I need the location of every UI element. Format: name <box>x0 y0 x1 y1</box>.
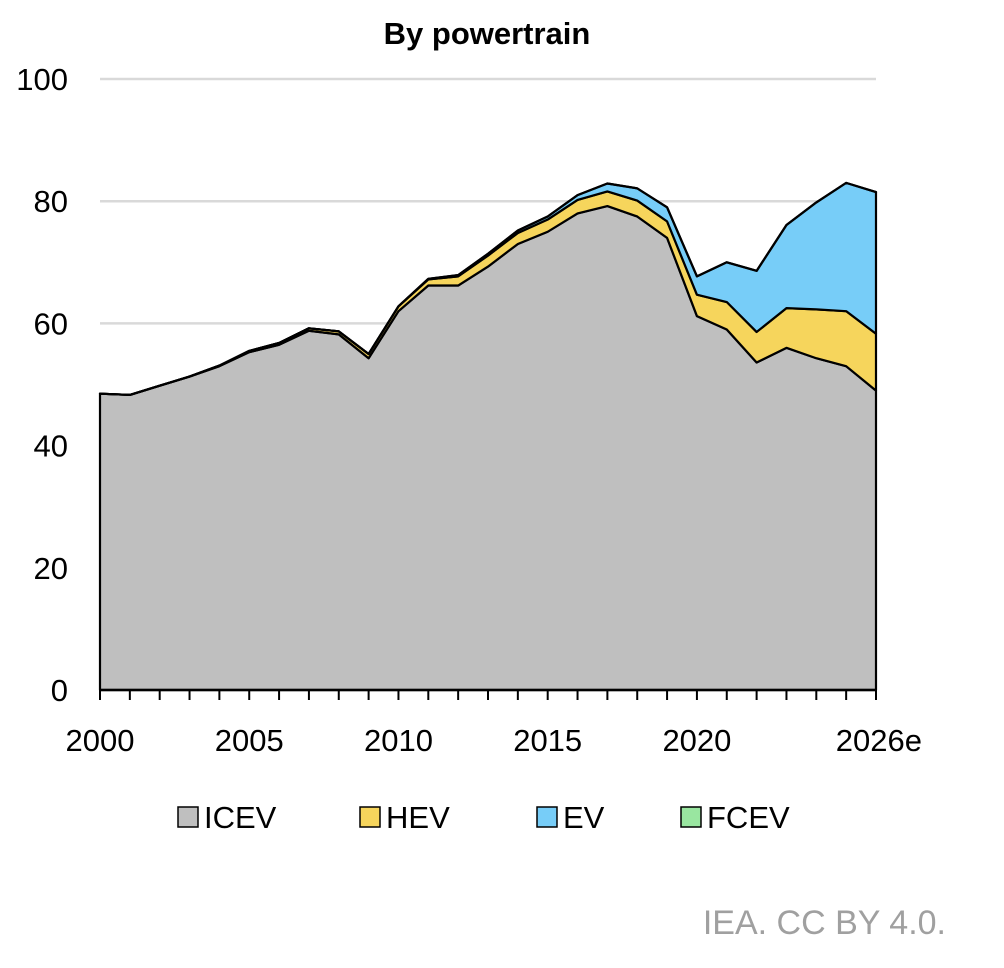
x-tick-label-2015: 2015 <box>513 723 582 758</box>
chart-title: By powertrain <box>384 16 591 51</box>
legend-swatch-icev <box>177 806 199 828</box>
legend-label-hev: HEV <box>386 800 450 835</box>
y-tick-label-20: 20 <box>34 551 68 586</box>
x-tick-label-2000: 2000 <box>66 723 135 758</box>
legend-swatch-ev <box>536 806 558 828</box>
series-areas <box>98 181 878 692</box>
y-tick-label-60: 60 <box>34 306 68 341</box>
x-tick-label-2010: 2010 <box>364 723 433 758</box>
x-tick-labels: 2000 2005 2010 2015 2020 2026e <box>66 723 922 758</box>
legend: ICEV HEV EV FCEV <box>177 800 790 835</box>
x-tick-label-2026e: 2026e <box>836 723 922 758</box>
y-tick-label-100: 100 <box>16 62 68 97</box>
axes <box>99 688 877 700</box>
legend-label-icev: ICEV <box>204 800 277 835</box>
area-fcev <box>98 181 878 396</box>
y-tick-labels: 0 20 40 60 80 100 <box>16 62 68 708</box>
y-tick-label-0: 0 <box>51 673 68 708</box>
legend-label-fcev: FCEV <box>707 800 790 835</box>
x-tick-label-2020: 2020 <box>662 723 731 758</box>
y-tick-label-80: 80 <box>34 184 68 219</box>
y-tick-label-40: 40 <box>34 429 68 464</box>
x-tick-label-2005: 2005 <box>215 723 284 758</box>
credit-text: IEA. CC BY 4.0. <box>702 904 946 942</box>
legend-swatch-hev <box>359 806 381 828</box>
legend-label-ev: EV <box>563 800 605 835</box>
legend-swatch-fcev <box>680 806 702 828</box>
